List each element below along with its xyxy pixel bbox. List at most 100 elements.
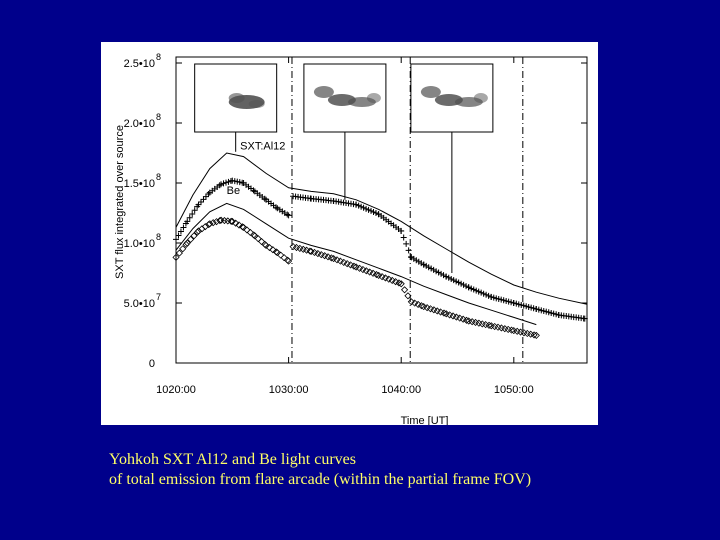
diamond-marker bbox=[530, 331, 538, 339]
diamond-marker bbox=[340, 258, 348, 266]
diamond-marker bbox=[265, 243, 274, 252]
plus-marker bbox=[191, 207, 198, 214]
diamond-marker bbox=[437, 308, 445, 316]
diamond-marker bbox=[187, 235, 195, 243]
plus-marker bbox=[403, 240, 410, 247]
diamond-marker bbox=[532, 331, 540, 339]
diamond-marker bbox=[250, 231, 258, 239]
plus-marker bbox=[177, 228, 184, 235]
flare-image-blob-part bbox=[347, 97, 376, 107]
diamond-marker bbox=[401, 286, 409, 294]
plus-marker bbox=[581, 315, 588, 322]
plus-marker bbox=[398, 228, 405, 234]
plus-marker bbox=[216, 182, 223, 189]
y-tick-exponent: 8 bbox=[156, 172, 161, 182]
flare-image-blob-part bbox=[420, 86, 441, 98]
plus-marker bbox=[175, 232, 182, 239]
diamond-marker bbox=[411, 299, 419, 307]
plus-marker bbox=[272, 204, 279, 211]
plus-marker bbox=[250, 187, 257, 194]
y-axis-label: SXT flux integrated over source bbox=[114, 125, 126, 279]
plus-marker bbox=[184, 218, 191, 225]
diamond-marker bbox=[369, 269, 377, 277]
diamond-marker bbox=[462, 316, 471, 324]
plus-marker bbox=[261, 195, 268, 202]
diamond-marker bbox=[246, 228, 254, 237]
envelope-curve bbox=[175, 152, 588, 305]
diamond-marker bbox=[346, 261, 355, 269]
diamond-marker bbox=[251, 232, 259, 240]
y-tick-label: 2.0•10 bbox=[124, 118, 155, 130]
diamond-marker bbox=[314, 249, 322, 258]
y-tick-label: 1.0•10 bbox=[124, 238, 155, 250]
diamond-marker bbox=[324, 253, 332, 261]
diamond-marker bbox=[426, 305, 435, 313]
diamond-marker bbox=[175, 249, 183, 257]
slide-caption: Yohkoh SXT Al12 and Be light curves of t… bbox=[109, 450, 709, 490]
diamond-marker bbox=[227, 217, 235, 225]
diamond-marker bbox=[388, 276, 396, 285]
caption-line-2: of total emission from flare arcade (wit… bbox=[109, 471, 532, 488]
flare-image-blob-part bbox=[248, 100, 265, 108]
diamond-marker bbox=[321, 252, 329, 260]
diamond-marker bbox=[430, 306, 438, 314]
y-tick-exponent: 8 bbox=[156, 112, 161, 122]
diamond-marker bbox=[182, 240, 190, 249]
flare-image-blob-part bbox=[366, 93, 381, 103]
flare-image-blob-part bbox=[454, 97, 483, 107]
diamond-marker bbox=[366, 268, 374, 276]
diamond-marker bbox=[258, 237, 266, 246]
diamond-marker bbox=[459, 315, 467, 323]
diamond-marker bbox=[190, 232, 198, 240]
diamond-marker bbox=[414, 300, 422, 308]
diamond-marker bbox=[407, 298, 415, 306]
diamond-marker bbox=[330, 255, 338, 263]
plus-marker bbox=[400, 234, 407, 241]
diamond-marker bbox=[285, 257, 293, 265]
diamond-marker bbox=[350, 262, 358, 270]
diamond-marker bbox=[446, 311, 454, 319]
diamond-marker bbox=[232, 219, 240, 227]
plus-marker bbox=[285, 212, 292, 219]
diamond-marker bbox=[239, 223, 248, 231]
diamond-marker bbox=[381, 274, 390, 282]
diamond-marker bbox=[343, 260, 351, 268]
y-tick-label: 0 bbox=[149, 358, 155, 370]
diamond-marker bbox=[485, 321, 493, 329]
diamond-marker bbox=[235, 221, 243, 229]
diamond-marker bbox=[306, 247, 314, 255]
flare-image-blob-part bbox=[473, 93, 488, 103]
diamond-marker bbox=[397, 280, 405, 288]
diamond-marker bbox=[172, 253, 180, 261]
diamond-marker bbox=[417, 302, 426, 310]
plot-frame bbox=[175, 56, 588, 364]
diamond-marker bbox=[336, 257, 344, 265]
flare-image-blob bbox=[228, 93, 265, 109]
diamond-marker bbox=[183, 239, 191, 247]
diamond-marker bbox=[243, 226, 251, 234]
light-curve-chart: 05.0•1071.0•1081.5•1082.0•1082.5•1081020… bbox=[114, 52, 588, 425]
diamond-marker bbox=[395, 279, 403, 287]
diamond-marker bbox=[277, 251, 285, 259]
flare-image-blob bbox=[420, 86, 488, 107]
plus-marker bbox=[205, 191, 212, 198]
caption-line-1: Yohkoh SXT Al12 and Be light curves bbox=[109, 451, 356, 468]
diamond-marker bbox=[423, 304, 431, 312]
diamond-marker bbox=[362, 267, 370, 275]
diamond-marker bbox=[378, 273, 386, 281]
y-tick-label: 1.5•10 bbox=[124, 178, 155, 190]
envelope-curve bbox=[175, 202, 537, 326]
diamond-marker bbox=[327, 254, 335, 262]
plus-marker bbox=[173, 236, 179, 243]
diamond-marker bbox=[228, 217, 236, 225]
x-tick-label: 1050:00 bbox=[494, 384, 534, 396]
diamond-marker bbox=[273, 249, 281, 257]
diamond-marker bbox=[375, 271, 383, 279]
diamond-marker bbox=[262, 241, 270, 249]
diamond-marker bbox=[452, 313, 460, 321]
diamond-marker bbox=[206, 220, 214, 228]
diamond-marker bbox=[209, 219, 217, 227]
y-tick-label: 2.5•10 bbox=[124, 58, 155, 70]
diamond-marker bbox=[392, 278, 400, 286]
diamond-marker bbox=[280, 254, 288, 262]
